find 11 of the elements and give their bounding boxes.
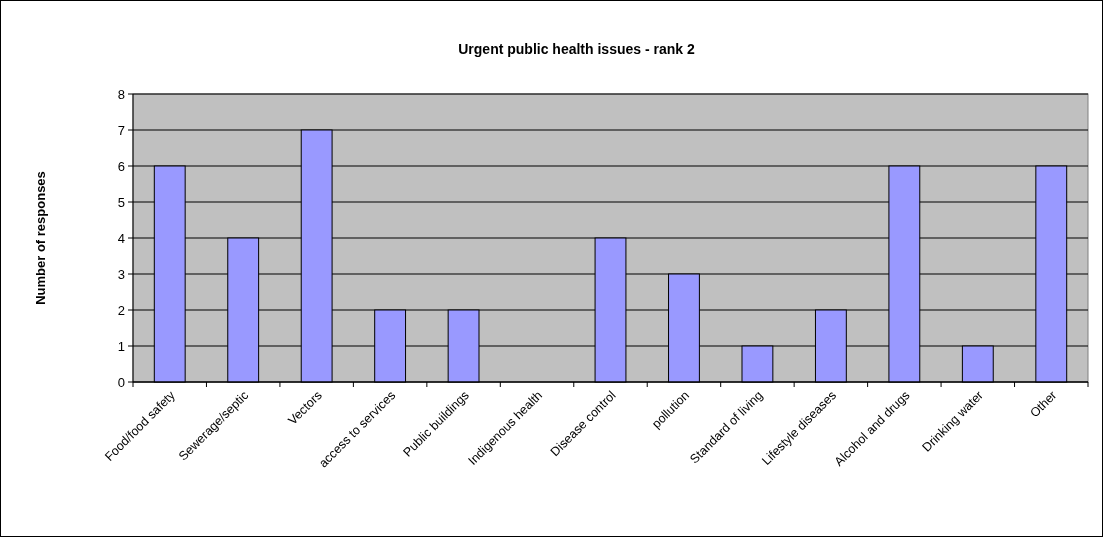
y-tick-label: 0 xyxy=(117,374,125,390)
y-axis-title: Number of responses xyxy=(33,171,48,305)
y-tick-label: 3 xyxy=(117,266,125,282)
y-tick-label: 2 xyxy=(117,302,125,318)
y-tick-label: 6 xyxy=(117,158,125,174)
y-tick-label: 5 xyxy=(117,194,125,210)
y-tick-label: 1 xyxy=(117,338,125,354)
chart-title: Urgent public health issues - rank 2 xyxy=(458,41,695,57)
y-tick-label: 4 xyxy=(117,230,125,246)
y-tick-label: 8 xyxy=(117,86,125,102)
y-tick-label: 7 xyxy=(117,122,125,138)
